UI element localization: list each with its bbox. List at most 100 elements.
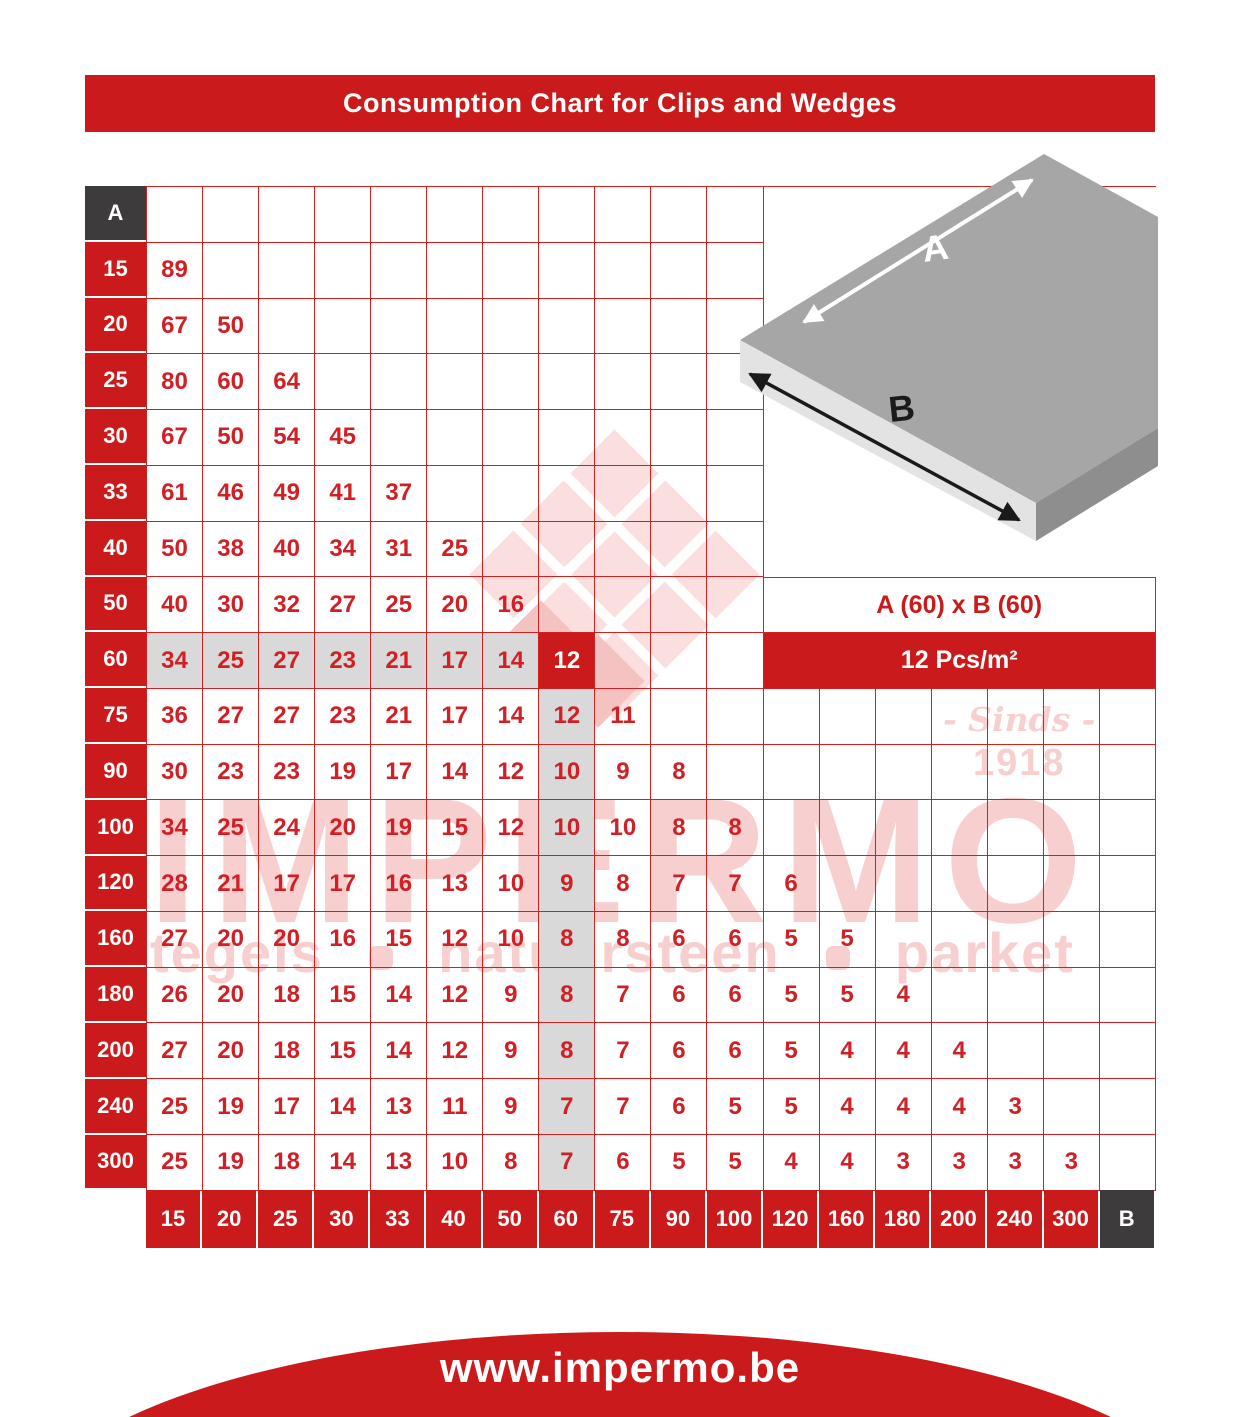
grid-cell — [707, 187, 764, 243]
grid-cell: 5 — [651, 1135, 708, 1191]
grid-cell: 49 — [259, 465, 316, 522]
grid-cell: 20 — [427, 577, 484, 634]
grid-cell — [931, 744, 988, 801]
grid-cell: 36 — [147, 688, 204, 745]
grid-cell — [539, 577, 596, 634]
grid-cell — [483, 242, 540, 299]
grid-cell: 10 — [427, 1135, 484, 1191]
grid-cell: 4 — [931, 1079, 988, 1136]
grid-cell — [427, 242, 484, 299]
grid-cell — [1043, 744, 1100, 801]
grid-cell — [651, 688, 708, 745]
grid-cell — [1099, 1023, 1156, 1080]
grid-cell: 5 — [819, 911, 876, 968]
grid-cell: 10 — [595, 800, 652, 857]
grid-cell: 19 — [203, 1135, 260, 1191]
grid-cell: 18 — [259, 1023, 316, 1080]
grid-cell: 6 — [707, 911, 764, 968]
grid-cell: 6 — [651, 1023, 708, 1080]
grid-cell — [987, 856, 1044, 912]
a-arrow-icon — [802, 178, 1034, 324]
grid-cell: 11 — [595, 688, 652, 745]
grid-cell: 4 — [875, 1079, 932, 1136]
col-header: 25 — [258, 1190, 313, 1248]
grid-cell: 38 — [203, 521, 260, 578]
grid-cell: 67 — [147, 298, 204, 355]
grid-cell — [1099, 744, 1156, 801]
grid-cell — [595, 521, 652, 578]
grid-cell: 28 — [147, 856, 204, 912]
grid-cell: 31 — [371, 521, 428, 578]
grid-cell: 34 — [147, 800, 204, 857]
grid-cell: 61 — [147, 465, 204, 522]
grid-cell — [987, 744, 1044, 801]
row-header: 20 — [85, 297, 146, 352]
grid-cell: 27 — [147, 1023, 204, 1080]
grid-cell: 15 — [427, 800, 484, 857]
grid-cell — [707, 577, 764, 634]
grid-cell — [931, 800, 988, 857]
b-arrow-icon — [748, 372, 1021, 522]
grid-cell — [427, 410, 484, 466]
grid-cell — [987, 800, 1044, 857]
grid-cell: 11 — [427, 1079, 484, 1136]
grid-cell — [1099, 967, 1156, 1024]
grid-cell — [539, 410, 596, 466]
grid-cell: 64 — [259, 354, 316, 411]
grid-cell: 4 — [763, 1135, 820, 1191]
row-header: 30 — [85, 409, 146, 463]
grid-cell: 4 — [875, 967, 932, 1024]
grid-cell: 24 — [259, 800, 316, 857]
grid-cell: 23 — [315, 688, 372, 745]
col-header: 90 — [650, 1190, 705, 1248]
grid-cell: 6 — [651, 1079, 708, 1136]
grid-cell: 25 — [203, 800, 260, 857]
grid-cell — [707, 521, 764, 578]
grid-cell: 4 — [819, 1079, 876, 1136]
col-header: 30 — [314, 1190, 369, 1248]
row-header: 240 — [85, 1078, 146, 1133]
grid-cell — [371, 354, 428, 411]
grid-cell — [483, 298, 540, 355]
grid-cell — [987, 1023, 1044, 1080]
grid-cell — [539, 242, 596, 299]
grid-cell — [819, 800, 876, 857]
grid-cell — [651, 187, 708, 243]
size-band: A (60) x B (60) — [763, 577, 1156, 634]
grid-cell — [595, 187, 652, 243]
grid-cell: 18 — [259, 1135, 316, 1191]
tile-a-label: A — [919, 226, 950, 270]
grid-cell: 20 — [315, 800, 372, 857]
grid-cell — [651, 298, 708, 355]
col-header: 180 — [875, 1190, 930, 1248]
grid-cell: 10 — [539, 744, 596, 801]
col-header: 20 — [202, 1190, 257, 1248]
grid-cell: 21 — [371, 688, 428, 745]
grid-cell: 12 — [539, 633, 596, 689]
grid-cell: 3 — [987, 1079, 1044, 1136]
grid-cell — [259, 242, 316, 299]
grid-cell: 4 — [819, 1023, 876, 1080]
grid-cell — [483, 354, 540, 411]
grid-cell: 4 — [875, 1023, 932, 1080]
grid-cell: 13 — [371, 1079, 428, 1136]
col-headers: 15 20 25 30 33 40 50 60 75 90 100 120 160 180 200 240 30… — [146, 1190, 1154, 1248]
grid-cell: 17 — [427, 633, 484, 689]
footer-url: www.impermo.be — [439, 1344, 801, 1391]
grid-cell: 19 — [315, 744, 372, 801]
grid-cell: 26 — [147, 967, 204, 1024]
grid-cell — [1099, 911, 1156, 968]
grid-cell — [595, 298, 652, 355]
grid-cell: 34 — [315, 521, 372, 578]
grid-cell: 40 — [147, 577, 204, 634]
row-header: 60 — [85, 632, 146, 687]
grid-cell: 12 — [539, 688, 596, 745]
grid-cell: 25 — [147, 1079, 204, 1136]
grid-cell — [819, 744, 876, 801]
grid-cell: 6 — [595, 1135, 652, 1191]
grid-cell — [875, 800, 932, 857]
grid-cell — [1043, 1023, 1100, 1080]
grid-cell — [1043, 800, 1100, 857]
grid-cell: 8 — [595, 856, 652, 912]
row-header: 180 — [85, 967, 146, 1021]
